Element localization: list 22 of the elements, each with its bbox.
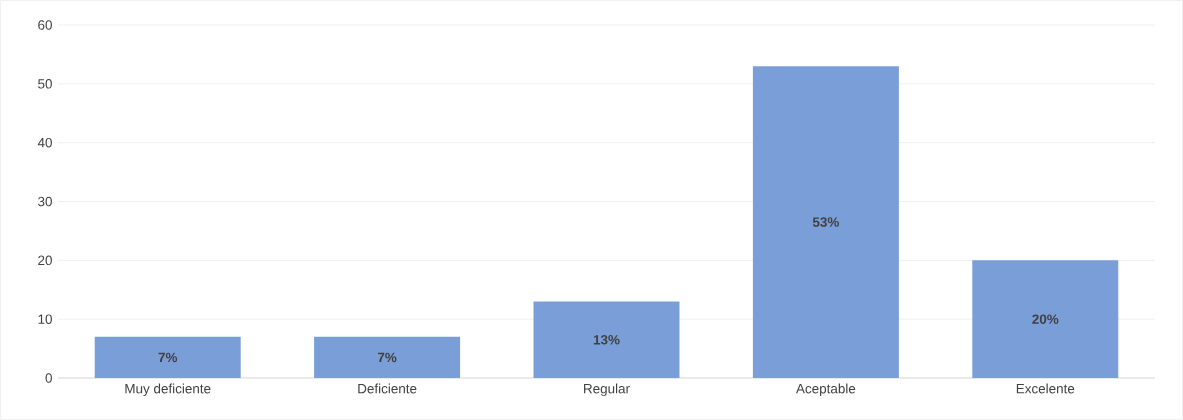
bar bbox=[533, 301, 680, 378]
bar bbox=[314, 336, 461, 378]
data-label: 7% bbox=[158, 352, 178, 363]
data-label: 13% bbox=[593, 334, 620, 345]
x-tick-label: Deficiente bbox=[358, 383, 417, 394]
y-tick-label: 20 bbox=[38, 255, 52, 266]
y-tick-label: 0 bbox=[45, 373, 52, 383]
y-tick-label: 60 bbox=[38, 20, 52, 30]
y-tick-label: 50 bbox=[38, 79, 52, 89]
x-tick-label: Muy deficiente bbox=[125, 383, 211, 397]
bar bbox=[972, 260, 1119, 378]
bar bbox=[94, 336, 241, 378]
x-tick-label: Aceptable bbox=[796, 383, 856, 397]
bar bbox=[752, 66, 899, 378]
y-tick-label: 10 bbox=[38, 314, 52, 324]
data-label: 53% bbox=[812, 217, 839, 227]
y-tick-label: 40 bbox=[37, 137, 52, 148]
y-tick-label: 30 bbox=[38, 196, 52, 207]
x-tick-label: Excelente bbox=[1016, 383, 1075, 394]
data-label: 20% bbox=[1032, 314, 1059, 324]
data-label: 7% bbox=[377, 352, 397, 363]
x-tick-label: Regular bbox=[584, 383, 630, 397]
